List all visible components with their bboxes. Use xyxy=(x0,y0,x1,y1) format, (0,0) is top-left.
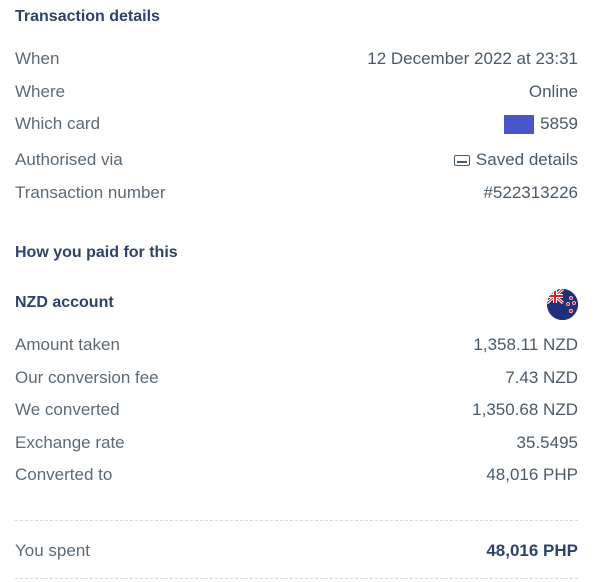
conversion-fee-value: 7.43 NZD xyxy=(505,368,578,387)
when-row: When 12 December 2022 at 23:31 xyxy=(15,47,578,71)
amount-taken-value: 1,358.11 NZD xyxy=(473,335,578,354)
nzd-account-title: NZD account xyxy=(15,294,114,311)
exchange-rate-row: Exchange rate 35.5495 xyxy=(15,431,578,455)
transaction-details-title: Transaction details xyxy=(15,8,160,25)
when-label: When xyxy=(15,49,60,68)
how-you-paid-title: How you paid for this xyxy=(15,244,178,261)
converted-to-row: Converted to 48,016 PHP xyxy=(15,463,578,487)
amount-taken-label: Amount taken xyxy=(15,335,120,354)
we-converted-row: We converted 1,350.68 NZD xyxy=(15,398,578,422)
where-label: Where xyxy=(15,82,66,101)
when-value: 12 December 2022 at 23:31 xyxy=(367,49,578,68)
amount-taken-row: Amount taken 1,358.11 NZD xyxy=(15,333,578,357)
divider-bottom xyxy=(15,578,578,579)
which-card-label: Which card xyxy=(15,114,101,133)
exchange-rate-value: 35.5495 xyxy=(516,433,578,452)
transaction-number-row: Transaction number #522313226 xyxy=(15,181,578,205)
we-converted-label: We converted xyxy=(15,400,120,419)
which-card-row: Which card 5859 xyxy=(15,112,578,136)
converted-to-label: Converted to xyxy=(15,465,113,484)
which-card-value: 5859 xyxy=(504,114,578,134)
transaction-number-value: #522313226 xyxy=(483,183,578,202)
where-row: Where Online xyxy=(15,80,578,104)
divider-top xyxy=(15,520,578,521)
we-converted-value: 1,350.68 NZD xyxy=(472,400,578,419)
authorised-via-row: Authorised via Saved details xyxy=(15,148,578,172)
conversion-fee-row: Our conversion fee 7.43 NZD xyxy=(15,366,578,390)
transaction-number-label: Transaction number xyxy=(15,183,166,202)
you-spent-label: You spent xyxy=(15,541,90,560)
you-spent-row: You spent 48,016 PHP xyxy=(15,539,578,563)
where-value: Online xyxy=(528,82,578,101)
conversion-fee-label: Our conversion fee xyxy=(15,368,159,387)
authorised-via-label: Authorised via xyxy=(15,150,123,169)
converted-to-value: 48,016 PHP xyxy=(486,465,578,484)
card-chip-icon xyxy=(504,114,535,134)
new-zealand-flag-icon xyxy=(547,289,578,320)
you-spent-value: 48,016 PHP xyxy=(486,541,578,560)
saved-details-text: Saved details xyxy=(475,150,578,169)
authorised-via-value: Saved details xyxy=(453,150,578,170)
saved-details-icon xyxy=(453,154,470,166)
card-last-digits: 5859 xyxy=(540,114,578,133)
exchange-rate-label: Exchange rate xyxy=(15,433,125,452)
